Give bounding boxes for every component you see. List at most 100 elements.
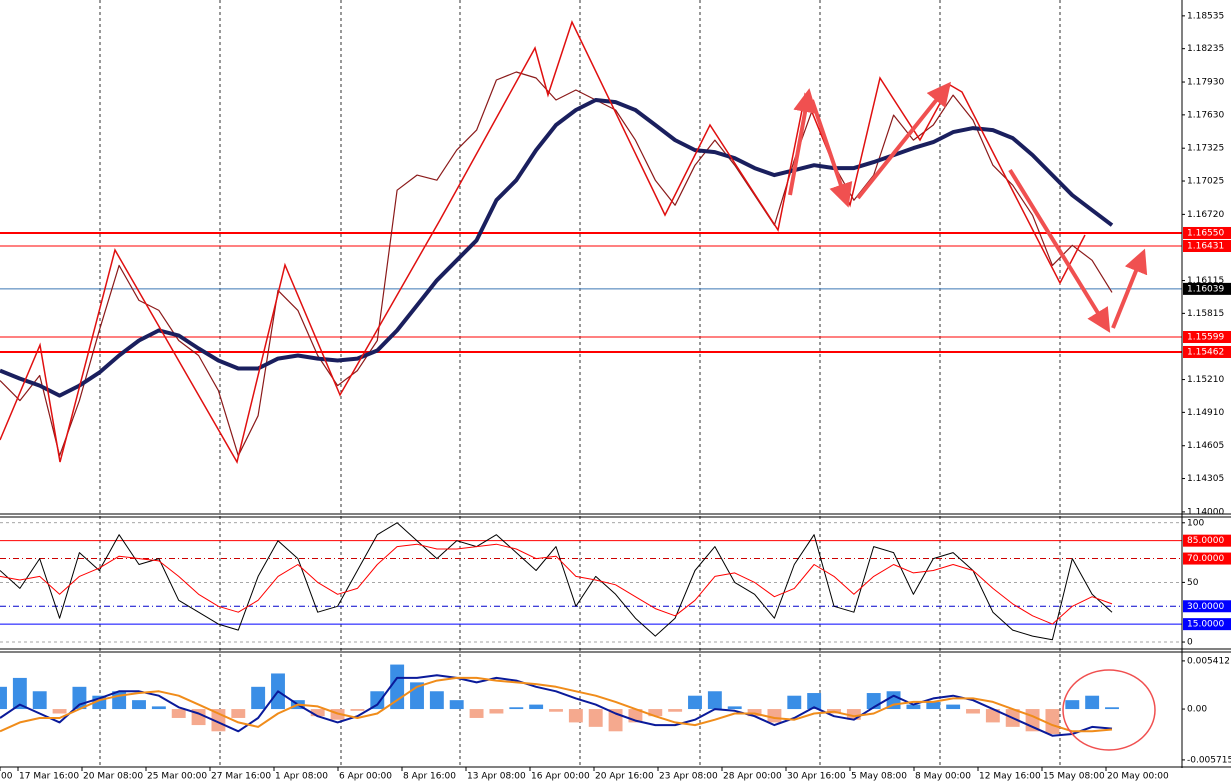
x-tick-label: 27 Mar 16:00 [211,772,271,782]
histogram-bar [648,709,663,717]
level-label-box [1183,552,1231,565]
x-tick-label: 17 Mar 16:00 [19,772,79,782]
x-tick-label: 5 May 08:00 [851,772,907,782]
y-tick-label: 1.17930 [1187,78,1224,88]
y-tick-label: -0.0057154 [1187,755,1231,765]
histogram-bar [1065,700,1080,710]
x-tick-label: 15 May 08:00 [1043,772,1105,782]
x-tick-label: 20 Mar 08:00 [83,772,143,782]
histogram-bar [846,709,861,720]
histogram-bar [529,704,544,710]
level-label: 15.0000 [1187,620,1224,630]
histogram-bar [668,709,683,712]
histogram-bar [926,701,941,710]
histogram-bar [787,695,802,710]
y-tick-label: 1.15815 [1187,309,1224,319]
level-label: 1.15462 [1187,347,1224,357]
arrow [1111,248,1148,329]
histogram-bar [370,691,385,710]
histogram-bar [807,693,822,710]
level-label-box [1183,534,1231,547]
series-line [0,543,1113,625]
y-tick-label: 0.00 [1187,705,1207,715]
arrow [810,99,853,208]
y-tick-label: 0.0054121 [1187,656,1231,666]
x-tick-label: 12 May 16:00 [979,772,1041,782]
x-tick-label: 8 May 00:00 [915,772,971,782]
x-tick-label: 25 Mar 00:00 [147,772,207,782]
histogram-bar [906,704,921,710]
x-tick-label: 1 Apr 08:00 [275,772,328,782]
level-label-box [1183,226,1231,239]
x-tick-label: 23 Apr 08:00 [659,772,718,782]
x-tick-label: 20 May 00:00 [1107,772,1169,782]
histogram-bar [966,709,980,714]
arrow [788,88,817,196]
histogram-bar [32,691,47,710]
level-label-box [1183,345,1231,358]
histogram-bar [52,709,67,714]
histogram-bar [1085,695,1100,710]
series-line [0,676,1113,733]
y-tick-label: 1.18235 [1187,44,1224,54]
x-tick-label: 8 Apr 16:00 [403,772,456,782]
series-line [0,71,1113,457]
histogram-bar [568,709,583,723]
level-label-box [1183,239,1231,252]
panel-frame [0,0,1231,768]
histogram-bar [549,709,563,712]
x-tick-label: 00 [1,772,13,782]
highlight-circle [1062,669,1156,751]
level-label-box [1183,282,1231,295]
histogram-bar [588,709,603,727]
y-tick-label: 1.14910 [1187,408,1224,418]
histogram-bar [449,700,464,710]
y-tick-label: 1.18535 [1187,11,1224,21]
histogram-bar [1045,709,1060,734]
histogram-bar [12,677,27,710]
histogram-bar [767,709,782,723]
y-tick-label: 1.16115 [1187,276,1224,286]
level-label-box [1183,618,1231,631]
histogram-bar [469,709,484,718]
level-label: 70.0000 [1187,554,1224,564]
level-label: 1.16550 [1187,228,1224,238]
series-line [0,522,1113,641]
y-tick-label: 1.17325 [1187,144,1224,154]
y-tick-label: 1.14305 [1187,474,1224,484]
x-tick-label: 13 Apr 08:00 [467,772,526,782]
level-label: 85.0000 [1187,536,1224,546]
x-tick-label: 20 Apr 16:00 [595,772,654,782]
arrow [1008,168,1111,333]
histogram-bar [429,691,444,710]
histogram-bar [310,709,325,717]
histogram-bar [985,709,1000,723]
histogram-bar [489,709,504,714]
x-tick-label: 6 Apr 00:00 [339,772,392,782]
histogram-bar [727,706,742,710]
y-tick-label: 1.14000 [1187,507,1224,517]
y-tick-label: 50 [1187,578,1199,588]
zigzag [0,19,1086,464]
histogram-bar [707,691,722,710]
histogram-bar [0,686,7,710]
x-tick-label: 28 Apr 00:00 [723,772,782,782]
histogram-bar [151,706,166,710]
level-label: 1.15599 [1187,333,1224,343]
plot-area [0,71,1182,737]
level-label: 1.16039 [1187,284,1224,294]
histogram-bar [946,704,961,710]
histogram-bar [1105,707,1119,710]
y-tick-label: 1.14605 [1187,441,1224,451]
histogram-bar [350,709,365,711]
y-tick-label: 1.17025 [1187,177,1224,187]
histogram-bar [688,695,702,710]
histogram-bar [132,700,146,710]
level-label-box [1183,600,1231,613]
arrow [856,81,951,200]
histogram-bar [509,707,524,710]
y-tick-label: 0 [1187,638,1193,648]
y-tick-label: 1.16720 [1187,210,1224,220]
